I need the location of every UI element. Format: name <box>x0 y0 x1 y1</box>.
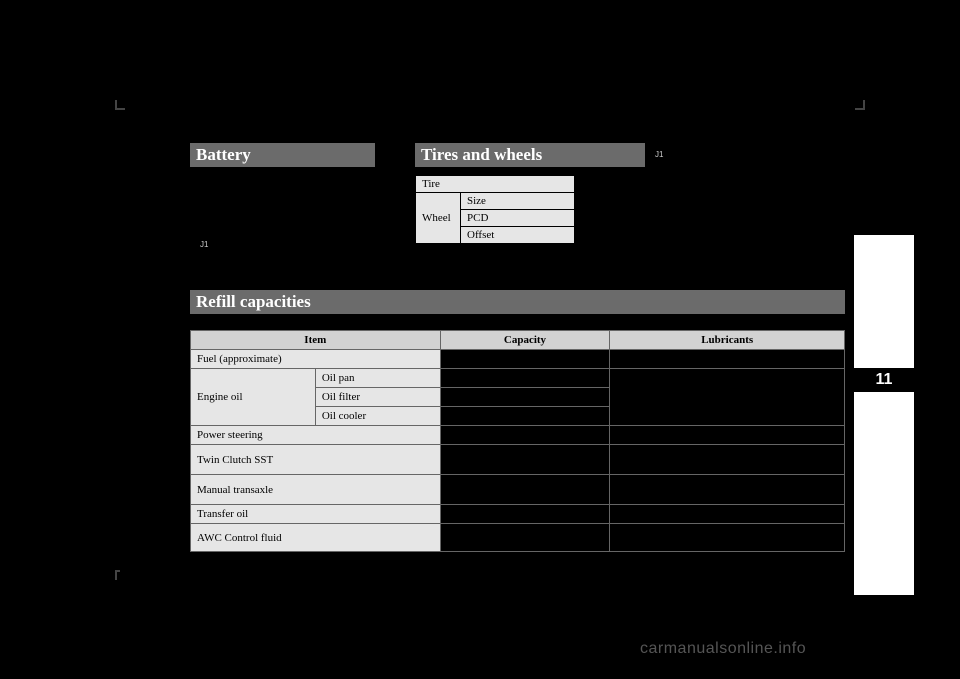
table-row: Twin Clutch SST <box>191 445 845 475</box>
fuel-lubricant <box>610 350 845 369</box>
section-heading-battery: Battery <box>190 143 375 167</box>
transfer-oil-label: Transfer oil <box>191 505 441 524</box>
engine-oil-lubricant <box>610 369 845 426</box>
table-row: Power steering <box>191 426 845 445</box>
power-steering-capacity <box>440 426 610 445</box>
oil-cooler-label: Oil cooler <box>315 407 440 426</box>
crop-mark <box>115 100 117 110</box>
table-row: Manual transaxle <box>191 475 845 505</box>
manual-transaxle-capacity <box>440 475 610 505</box>
table-header-row: Item Capacity Lubricants <box>191 331 845 350</box>
oil-cooler-capacity <box>440 407 610 426</box>
oil-pan-capacity <box>440 369 610 388</box>
watermark-text: carmanualsonline.info <box>640 640 806 658</box>
manual-transaxle-label: Manual transaxle <box>191 475 441 505</box>
oil-filter-capacity <box>440 388 610 407</box>
tcsst-label: Twin Clutch SST <box>191 445 441 475</box>
awc-lubricant <box>610 524 845 552</box>
fuel-label: Fuel (approximate) <box>191 350 441 369</box>
transfer-oil-lubricant <box>610 505 845 524</box>
oil-filter-label: Oil filter <box>315 388 440 407</box>
col-item: Item <box>191 331 441 350</box>
offset-label: Offset <box>461 227 575 244</box>
table-row: Tire <box>416 176 575 193</box>
power-steering-label: Power steering <box>191 426 441 445</box>
tcsst-lubricant <box>610 445 845 475</box>
section-number-tab: 11 <box>854 368 914 392</box>
pcd-label: PCD <box>461 210 575 227</box>
col-lubricants: Lubricants <box>610 331 845 350</box>
fuel-capacity <box>440 350 610 369</box>
reference-code: J1 <box>655 150 663 159</box>
transfer-oil-capacity <box>440 505 610 524</box>
reference-code: J1 <box>200 240 208 249</box>
section-heading-tires: Tires and wheels <box>415 143 645 167</box>
table-row: Transfer oil <box>191 505 845 524</box>
size-label: Size <box>461 193 575 210</box>
awc-label: AWC Control fluid <box>191 524 441 552</box>
table-row: AWC Control fluid <box>191 524 845 552</box>
power-steering-lubricant <box>610 426 845 445</box>
manual-transaxle-lubricant <box>610 475 845 505</box>
awc-capacity <box>440 524 610 552</box>
table-row: Wheel Size <box>416 193 575 210</box>
tcsst-capacity <box>440 445 610 475</box>
crop-mark <box>863 100 865 110</box>
table-row: Fuel (approximate) <box>191 350 845 369</box>
refill-capacities-table: Item Capacity Lubricants Fuel (approxima… <box>190 330 845 552</box>
col-capacity: Capacity <box>440 331 610 350</box>
table-row: Engine oil Oil pan <box>191 369 845 388</box>
engine-oil-label: Engine oil <box>191 369 316 426</box>
page-body: 11 Battery J1 Tires and wheels J1 Tire W… <box>120 115 860 615</box>
oil-pan-label: Oil pan <box>315 369 440 388</box>
section-heading-refill: Refill capacities <box>190 290 845 314</box>
crop-mark <box>115 570 117 580</box>
tire-label: Tire <box>416 176 575 193</box>
wheel-label: Wheel <box>416 193 461 244</box>
side-tab <box>854 235 914 595</box>
tires-wheels-table: Tire Wheel Size PCD Offset <box>415 175 575 244</box>
